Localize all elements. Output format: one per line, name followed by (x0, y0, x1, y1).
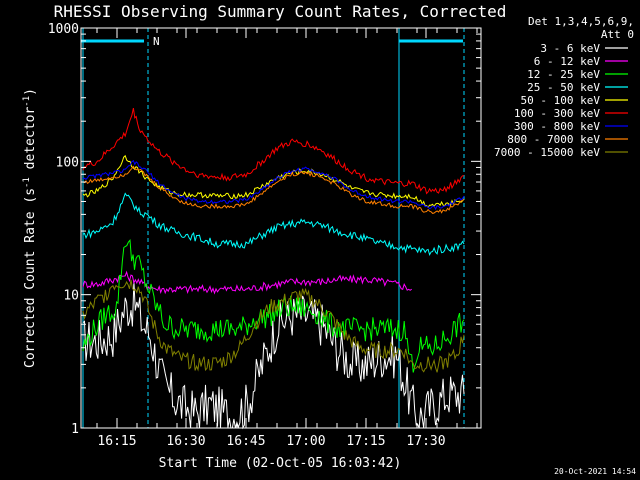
x-tick-label: 16:15 (97, 434, 136, 449)
series-line-3-6-kev (82, 281, 465, 430)
x-tick-label: 17:30 (406, 434, 445, 449)
legend-label: 7000 - 15000 keV (494, 146, 600, 159)
legend-label: 100 - 300 keV (514, 107, 600, 120)
y-axis-label-part: ) (23, 88, 38, 96)
y-tick-label: 100 (56, 155, 79, 170)
chart-title: RHESSI Observing Summary Count Rates, Co… (54, 2, 507, 21)
marks-layer (82, 107, 465, 430)
series-line-7000-15000-kev (82, 279, 465, 373)
x-tick-label: 17:00 (286, 434, 325, 449)
series-line-25-50-kev (82, 192, 465, 257)
legend-header-detectors: Det 1,3,4,5,6,9, (528, 15, 634, 28)
y-tick-label: 1 (71, 422, 79, 437)
plot-frame (80, 27, 482, 429)
legend-label: 800 - 7000 keV (507, 133, 600, 146)
y-axis-label-part: Corrected Count Rate (s (23, 188, 38, 368)
night-marker-label: N (153, 35, 160, 48)
x-tick-label: 16:30 (166, 434, 205, 449)
x-axis-label: Start Time (02-Oct-05 16:03:42) (159, 456, 402, 471)
y-tick-label: 1000 (48, 22, 79, 37)
legend-header-attenuator: Att 0 (601, 28, 634, 41)
background-layer (81, 28, 465, 428)
legend-label: 50 - 100 keV (521, 94, 601, 107)
legend-label: 12 - 25 keV (527, 68, 600, 81)
series-line-800-7000-kev (82, 165, 465, 214)
text-layer: N 1 10 100 1000 16:15 16:30 16:45 17:00 17:15 17:3… (22, 2, 636, 476)
series-line-12-25-kev (82, 239, 465, 373)
legend-label: 6 - 12 keV (534, 55, 601, 68)
legend-label: 300 - 800 keV (514, 120, 600, 133)
y-axis-label-part: -1 (22, 177, 32, 188)
series-line-6-12-kev (82, 270, 413, 295)
axes-layer (80, 27, 482, 429)
series-line-300-800-kev (82, 159, 465, 211)
y-tick-label: 10 (63, 289, 79, 304)
y-axis-label: Corrected Count Rate (s-1 detector-1) (22, 88, 38, 368)
y-axis-label-part: detector (23, 107, 38, 178)
x-tick-label: 17:15 (346, 434, 385, 449)
x-tick-label: 16:45 (226, 434, 265, 449)
legend-label: 3 - 6 keV (540, 42, 600, 55)
legend-label: 25 - 50 keV (527, 81, 600, 94)
series-line-100-300-kev (82, 107, 465, 195)
y-axis-label-part: -1 (22, 96, 32, 107)
footer-timestamp: 20-Oct-2021 14:54 (554, 467, 636, 476)
